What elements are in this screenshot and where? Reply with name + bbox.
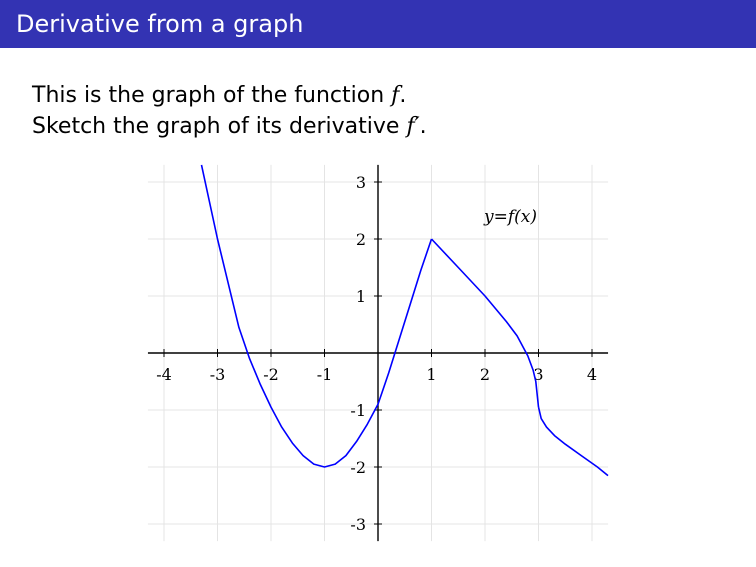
body-line-1: This is the graph of the function f. — [32, 80, 427, 111]
axes — [147, 164, 609, 542]
tick-labels: -4 -3 -2 -1 1 2 3 4 -3 -2 -1 1 2 3 — [156, 173, 597, 534]
line1-suffix: . — [399, 83, 407, 108]
line2-prefix: Sketch the graph of its derivative — [32, 114, 407, 139]
line2-function: f′ — [406, 114, 420, 139]
x-tick-label: 2 — [480, 365, 490, 384]
line1-function: f — [391, 83, 400, 108]
y-tick-label: -3 — [350, 515, 366, 534]
y-tick-label: 2 — [356, 230, 366, 249]
x-tick-label: 4 — [587, 365, 597, 384]
line2-suffix: . — [419, 114, 427, 139]
x-tick-label: 3 — [533, 365, 543, 384]
x-tick-label: -1 — [317, 365, 333, 384]
x-tick-label: -4 — [156, 365, 172, 384]
line1-prefix: This is the graph of the function — [32, 83, 392, 108]
y-tick-label: -2 — [350, 458, 366, 477]
curve-segment-1 — [200, 164, 433, 468]
curve-segment-2 — [430, 238, 540, 408]
y-tick-label: 3 — [356, 173, 366, 192]
x-tick-label: -3 — [210, 365, 226, 384]
body-line-2: Sketch the graph of its derivative f′. — [32, 111, 427, 142]
y-tick-label: -1 — [350, 401, 366, 420]
title-bar: Derivative from a graph — [0, 0, 756, 48]
curve-label: y=f(x) — [483, 207, 537, 227]
slide-body: This is the graph of the function f. Ske… — [32, 80, 427, 142]
x-tick-label: 1 — [426, 365, 436, 384]
x-tick-label: -2 — [263, 365, 279, 384]
slide-title: Derivative from a graph — [16, 10, 304, 38]
y-tick-label: 1 — [356, 287, 366, 306]
curve-group — [200, 164, 609, 477]
curve-segment-3 — [537, 406, 609, 477]
